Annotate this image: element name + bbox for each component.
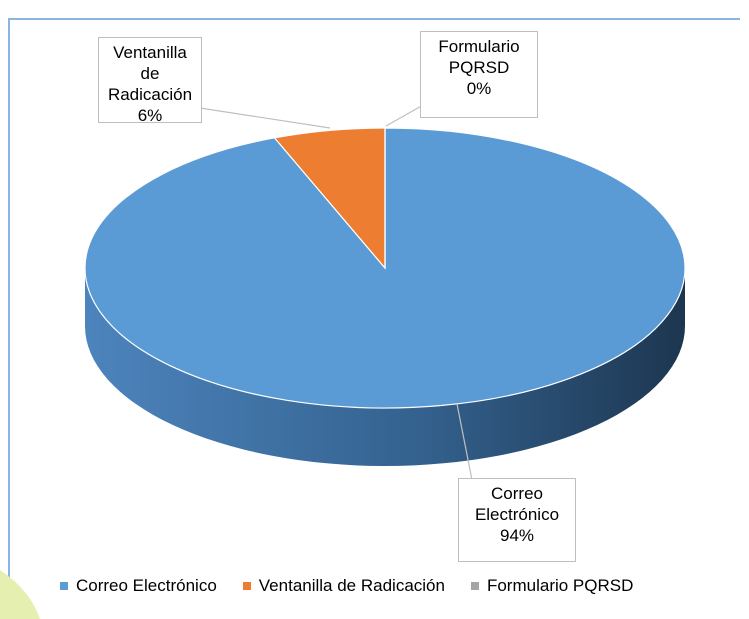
legend-label: Correo Electrónico <box>76 576 217 595</box>
leader-line <box>456 403 473 481</box>
slice <box>84 127 686 409</box>
leader-line <box>199 107 331 129</box>
label-category: Ventanilla de Radicación <box>107 43 193 104</box>
decoration <box>0 570 40 619</box>
label-value: 94% <box>499 526 535 545</box>
legend: Correo Electrónico Ventanilla de Radicaci… <box>60 576 740 596</box>
legend-item: Ventanilla de Radicación <box>242 576 445 596</box>
legend-item: Correo Electrónico <box>60 576 217 596</box>
legend-label: Formulario PQRSD <box>486 576 634 595</box>
data-label: Formulario PQRSD 0% <box>420 31 538 118</box>
legend-swatch <box>60 582 68 590</box>
label-category: Formulario PQRSD <box>438 37 520 77</box>
legend-swatch <box>470 582 479 590</box>
slice-side <box>85 268 685 466</box>
legend-swatch <box>242 582 251 590</box>
label-category: Correo Electrónico <box>474 484 560 524</box>
chart-frame <box>8 18 740 618</box>
legend-label: Ventanilla de Radicación <box>258 576 445 595</box>
label-value: 0% <box>466 79 492 98</box>
data-label: Ventanilla de Radicación 6% <box>98 37 202 125</box>
label-value: 6% <box>137 106 163 125</box>
data-label: Correo Electrónico 94% <box>458 478 576 562</box>
legend-item: Formulario PQRSD <box>470 576 634 596</box>
